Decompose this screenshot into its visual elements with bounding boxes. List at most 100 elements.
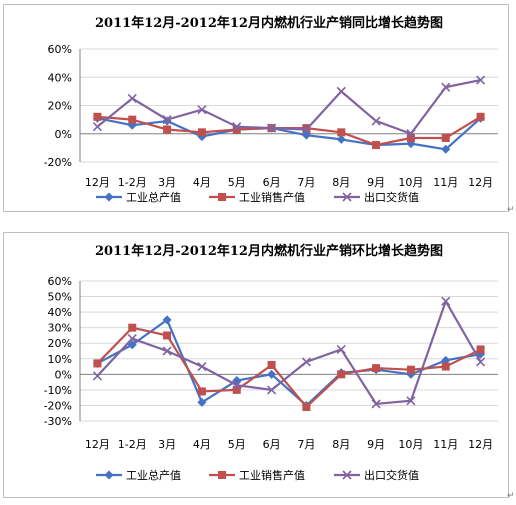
- data-point: [232, 380, 242, 390]
- x-tick-label: 4月: [193, 438, 211, 451]
- data-point: [476, 75, 486, 85]
- data-point: [232, 125, 241, 134]
- legend-marker: [218, 471, 226, 479]
- data-point: [441, 362, 450, 371]
- x-tick-label: 8月: [332, 438, 350, 451]
- data-point: [406, 369, 416, 379]
- legend-label: 工业销售产值: [239, 190, 305, 204]
- series-line: [96, 318, 481, 407]
- data-point: [301, 124, 311, 135]
- data-point: [197, 361, 207, 372]
- data-point: [406, 133, 415, 142]
- paragraph-mark-icon: ↵: [507, 205, 515, 215]
- y-tick-label: 0%: [55, 368, 72, 381]
- y-tick-label: 30%: [48, 322, 72, 335]
- legend-marker: [104, 192, 114, 202]
- data-point: [337, 370, 346, 379]
- mom-growth-chart: 2011年12月-2012年12月内燃机行业产销环比增长趋势图 60% 50% 40%…: [44, 243, 498, 482]
- x-tick-label: 3月: [158, 176, 176, 189]
- data-point: [162, 346, 172, 356]
- data-point: [232, 385, 241, 394]
- paragraph-mark-icon: ↵: [507, 491, 515, 501]
- x-tick-label: 3月: [158, 438, 176, 451]
- y-tick-label: -10%: [44, 384, 72, 397]
- series-2: [93, 323, 485, 411]
- data-point: [302, 403, 311, 411]
- series-line: [96, 78, 481, 135]
- data-point: [267, 369, 277, 379]
- y-tick-label: 40%: [48, 71, 72, 84]
- x-tick-label: 9月: [367, 438, 385, 451]
- data-point: [301, 130, 311, 140]
- data-point: [128, 115, 137, 124]
- x-tick-label: 7月: [297, 438, 315, 451]
- data-point: [267, 361, 276, 369]
- x-tick-label: 12月: [468, 438, 493, 451]
- chart-panel-yoy: 2011年12月-2012年12月内燃机行业产销同比增长趋势图 60% 40% 20%…: [3, 4, 509, 212]
- data-point: [441, 82, 451, 92]
- x-tick-label: 12月: [468, 176, 493, 189]
- series-3: [92, 75, 486, 139]
- series-line: [96, 326, 482, 409]
- data-point: [441, 296, 451, 306]
- x-tick-label: 12月: [85, 176, 110, 189]
- series-line: [97, 117, 482, 151]
- x-tick-label: 1-2月: [118, 438, 147, 451]
- chart-title: 2011年12月-2012年12月内燃机行业产销同比增长趋势图: [95, 15, 443, 31]
- legend-marker: [104, 470, 114, 480]
- data-point: [372, 364, 381, 373]
- x-tick-label: 10月: [398, 438, 423, 451]
- legend-marker: [218, 193, 226, 201]
- x-tick-label: 1-2月: [118, 176, 147, 189]
- data-point: [476, 345, 485, 354]
- y-tick-label: -20%: [44, 399, 72, 412]
- y-tick-label: 0%: [55, 128, 72, 141]
- data-point: [406, 129, 416, 139]
- y-tick-label: 20%: [48, 337, 72, 350]
- data-point: [93, 112, 102, 121]
- data-point: [232, 122, 242, 132]
- data-point: [127, 93, 137, 104]
- data-point: [267, 123, 277, 133]
- data-point: [406, 365, 415, 374]
- data-point: [301, 357, 311, 367]
- data-point: [267, 385, 277, 395]
- data-point: [197, 128, 206, 137]
- x-tick-label: 4月: [193, 176, 211, 189]
- series-line: [96, 300, 482, 405]
- yoy-growth-chart: 2011年12月-2012年12月内燃机行业产销同比增长趋势图 60% 40% 20%…: [44, 15, 498, 204]
- data-point: [371, 399, 381, 409]
- legend-marker: [342, 470, 352, 480]
- y-tick-label: -20%: [44, 156, 72, 169]
- data-point: [93, 359, 102, 368]
- data-point: [162, 115, 172, 125]
- legend-label: 工业总产值: [126, 190, 181, 204]
- x-tick-label: 11月: [433, 438, 458, 451]
- y-tick-label: 40%: [48, 306, 72, 319]
- data-point: [371, 116, 381, 126]
- data-point: [92, 371, 102, 381]
- data-point: [128, 323, 137, 332]
- data-point: [92, 122, 102, 132]
- data-point: [197, 387, 206, 396]
- y-tick-label: 50%: [48, 291, 72, 304]
- y-tick-label: 60%: [48, 275, 72, 288]
- series-1: [92, 315, 486, 410]
- legend-item: 出口交货值: [334, 468, 419, 482]
- x-tick-label: 11月: [433, 176, 458, 189]
- data-point: [336, 344, 346, 355]
- data-point: [441, 133, 450, 142]
- legend-label: 出口交货值: [364, 190, 419, 204]
- data-point: [197, 105, 207, 115]
- x-tick-label: 12月: [85, 438, 110, 451]
- data-point: [197, 397, 207, 407]
- y-tick-label: 60%: [48, 43, 72, 56]
- legend-label: 出口交货值: [364, 468, 419, 482]
- legend-marker: [342, 192, 352, 202]
- data-point: [476, 357, 486, 367]
- data-point: [162, 315, 172, 325]
- data-point: [406, 396, 416, 406]
- legend-item: 出口交货值: [334, 190, 419, 204]
- data-point: [127, 333, 137, 344]
- y-tick-label: -30%: [44, 415, 72, 428]
